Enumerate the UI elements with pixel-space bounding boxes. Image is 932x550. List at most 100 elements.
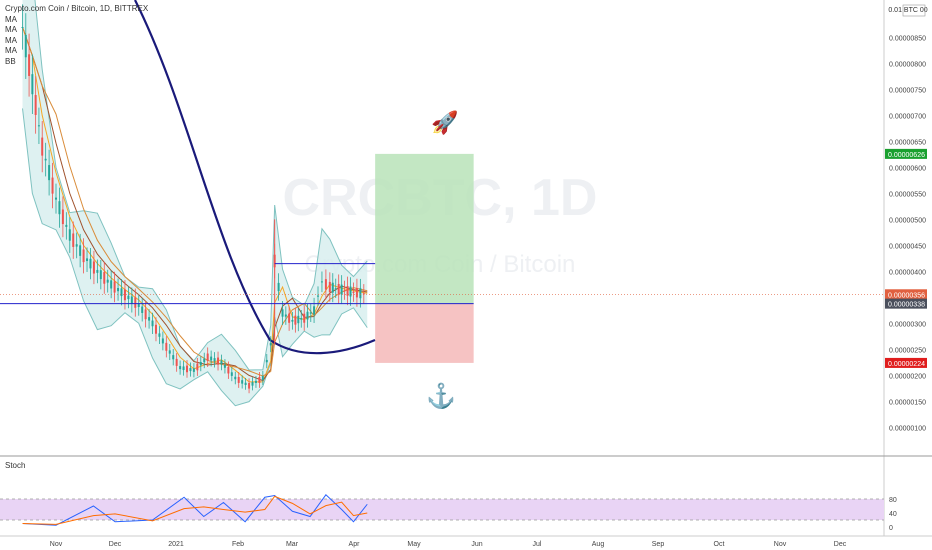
candle-body	[120, 288, 123, 297]
candle-body	[313, 306, 316, 315]
candle-body	[355, 288, 358, 298]
candle-body	[175, 358, 178, 366]
candle-body	[254, 380, 257, 383]
price-tick-label: 0.00000250	[889, 347, 926, 354]
time-tick-label: Sep	[652, 541, 665, 548]
candle-body	[210, 356, 213, 361]
legend-ma-2[interactable]: MA	[5, 25, 17, 34]
legend-ma-1[interactable]: MA	[5, 14, 17, 24]
candle-body	[324, 279, 327, 290]
candle-body	[182, 366, 185, 371]
candle-body	[294, 315, 297, 325]
price-tick-label: 0.00000400	[889, 269, 926, 276]
candle-body	[168, 350, 171, 354]
price-tick-label: 0.00000550	[889, 191, 926, 198]
candle-body	[352, 291, 355, 293]
candle-body	[51, 177, 54, 194]
candle-body	[217, 357, 220, 365]
candle-body	[179, 366, 182, 370]
time-tick-label: Oct	[714, 541, 725, 548]
candle-body	[186, 365, 189, 373]
candle-body	[234, 376, 237, 380]
candle-body	[55, 197, 57, 200]
candle-body	[349, 286, 352, 297]
price-tick-label: 0.00000800	[889, 61, 926, 68]
price-tick-label: 0.00000600	[889, 165, 926, 172]
candle-body	[192, 368, 195, 372]
candle-body	[269, 342, 272, 346]
candle-body	[281, 309, 284, 317]
candle-body	[291, 319, 294, 322]
candle-body	[127, 295, 130, 300]
candles	[21, 4, 365, 394]
candle-body	[154, 324, 157, 334]
candle-body	[72, 233, 75, 247]
candle-body	[130, 296, 133, 304]
candle-body	[248, 383, 251, 389]
candle-body	[297, 315, 300, 324]
candle-body	[340, 284, 343, 295]
price-badge-label: 0.00000224	[888, 361, 925, 368]
bollinger-upper	[34, 0, 368, 371]
candle-body	[75, 244, 78, 247]
candle-body	[337, 283, 340, 294]
candle-body	[346, 286, 349, 296]
price-badge	[885, 148, 927, 159]
time-tick-label: 2021	[168, 541, 184, 548]
candle-body	[241, 380, 244, 384]
stoch-tick-label: 80	[889, 497, 897, 504]
candle-body	[331, 282, 334, 293]
candle-body	[96, 269, 99, 273]
target-zone	[375, 153, 474, 304]
candle-body	[82, 249, 85, 263]
candle-body	[309, 312, 312, 314]
candle-body	[28, 54, 31, 76]
candle-body	[213, 358, 216, 362]
price-tick-label: 0.00000700	[889, 113, 926, 120]
candle-body	[37, 125, 40, 127]
candle-body	[303, 313, 306, 323]
legend-ma-3[interactable]: MA	[5, 35, 17, 45]
candle-body	[151, 320, 154, 327]
candle-body	[306, 311, 309, 320]
price-tick-label: 0.00000500	[889, 217, 926, 224]
price-badge-label: 0.00000356	[888, 292, 925, 299]
candle-body	[123, 289, 126, 301]
candle-body	[334, 288, 337, 290]
candle-body	[79, 245, 82, 256]
candle-body	[31, 74, 34, 95]
candle-body	[328, 281, 331, 293]
candle-body	[41, 137, 44, 156]
candle-body	[277, 282, 280, 292]
candle-body	[92, 261, 95, 274]
candle-body	[172, 355, 175, 360]
candle-body	[258, 377, 261, 383]
time-tick-label: Nov	[50, 541, 63, 548]
candle-body	[117, 287, 120, 292]
legend-ma-4[interactable]: MA	[5, 46, 17, 55]
candle-body	[203, 358, 206, 363]
candle-body	[343, 290, 346, 292]
candle-body	[141, 306, 144, 313]
candle-body	[148, 317, 151, 321]
legend-title: Crypto.com Coin / Bitcoin, 1D, BITTREX	[5, 4, 149, 13]
price-badge-label: 0.00000338	[888, 302, 925, 309]
legend-bb[interactable]: BB	[5, 56, 16, 66]
candle-body	[251, 382, 254, 386]
candle-body	[362, 293, 365, 295]
candle-body	[34, 95, 37, 115]
candle-body	[288, 313, 291, 323]
price-tick-label: 0.00000200	[889, 373, 926, 380]
time-tick-label: Apr	[349, 541, 361, 548]
chart-legend: Crypto.com Coin / Bitcoin, 1D, BITTREX M…	[5, 4, 148, 67]
candle-body	[261, 376, 264, 380]
time-tick-label: Mar	[286, 541, 299, 548]
candle-body	[189, 368, 192, 372]
stoch-d-line	[22, 495, 368, 525]
stoch-k-line	[22, 494, 368, 526]
candle-body	[24, 34, 27, 58]
time-tick-label: Feb	[232, 541, 244, 548]
time-tick-label: May	[407, 541, 421, 548]
candle-body	[103, 272, 106, 284]
